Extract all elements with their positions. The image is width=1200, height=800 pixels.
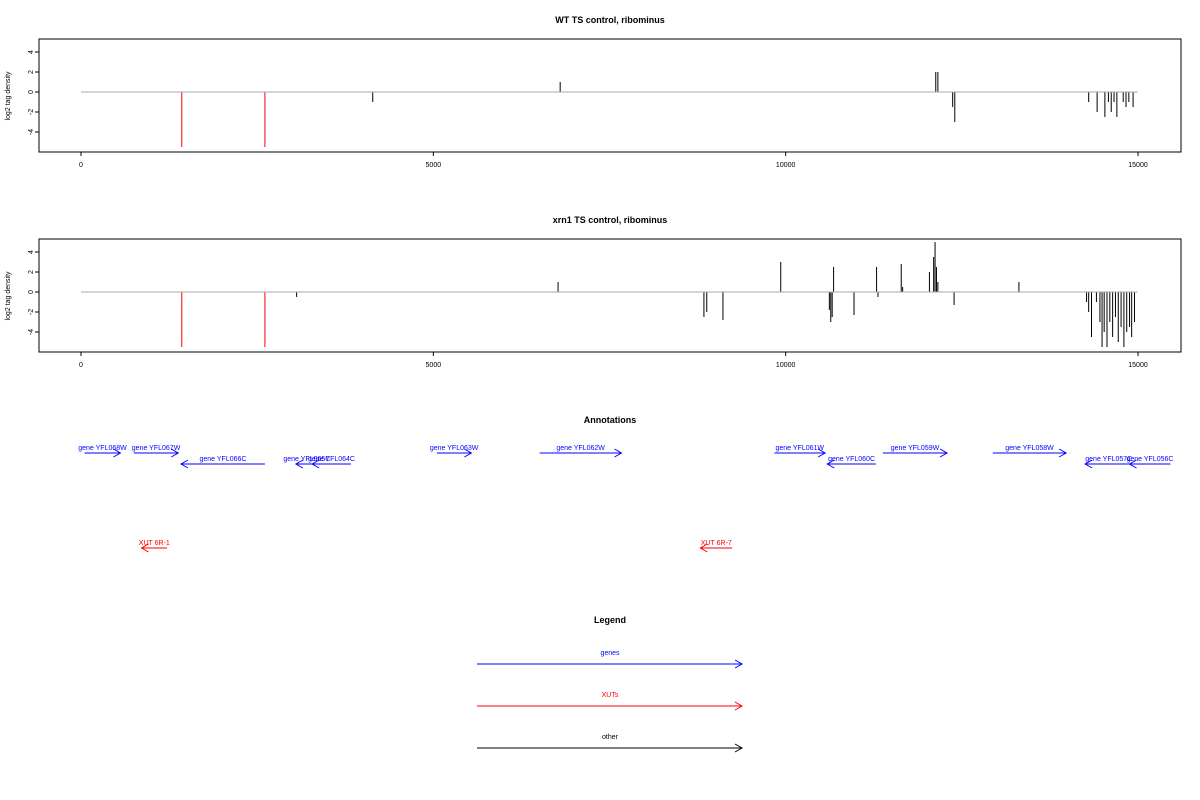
gene-label: gene YFL059W xyxy=(891,445,940,452)
gene-label: gene YFL066C xyxy=(200,456,247,463)
legend-arrow-other xyxy=(477,743,744,753)
legend-arrow-genes xyxy=(477,659,744,669)
wt-y-ticks: -4 -2 0 2 4 xyxy=(28,50,39,135)
annotations-panel: Annotations gene YFL068W gene YFL067Wgene… xyxy=(78,415,1173,553)
legend-label: genes xyxy=(600,650,620,657)
wt-y-tick-label: 4 xyxy=(28,50,35,54)
gene-label: gene YFL062W xyxy=(556,445,605,452)
xrn1-panel-title: xrn1 TS control, ribominus xyxy=(553,215,668,225)
gene-arrow xyxy=(539,448,623,458)
xrn1-y-ticks: -4 -2 0 2 4 xyxy=(28,250,39,335)
xrn1-x-tick-label: 15000 xyxy=(1128,362,1148,369)
xrn1-y-tick-label: -2 xyxy=(28,309,35,315)
xrn1-x-ticks: 0 5000 10000 15000 xyxy=(79,352,1148,369)
xut-label: XUT 6R-1 xyxy=(139,540,170,547)
legend-label: XUTs xyxy=(602,692,619,699)
wt-y-tick-label: -2 xyxy=(28,109,35,115)
xrn1-y-tick-label: 2 xyxy=(28,270,35,274)
wt-y-tick-label: 0 xyxy=(28,90,35,94)
annotations-title: Annotations xyxy=(584,415,637,425)
wt-bars xyxy=(181,72,1134,147)
gene-label: gene YFL061W xyxy=(776,445,825,452)
legend-arrow-xuts xyxy=(477,701,744,711)
gene-arrow xyxy=(84,448,122,458)
gene-label: gene YFL065C xyxy=(283,456,330,463)
gene-label: gene YFL064C xyxy=(308,456,355,463)
wt-y-tick-label: 2 xyxy=(28,70,35,74)
gene-arrow xyxy=(1084,459,1133,469)
wt-y-axis-label: log2 tag density xyxy=(5,71,12,121)
xrn1-y-tick-label: 0 xyxy=(28,290,35,294)
legend-items: genes XUTs other xyxy=(477,650,744,753)
legend-label: other xyxy=(602,734,619,741)
gene-arrow xyxy=(826,459,876,469)
gene-label: gene YFL058W xyxy=(1005,445,1054,452)
gene-label: gene YFL057C xyxy=(1085,456,1132,463)
wt-density-panel: WT TS control, ribominus log2 tag densit… xyxy=(5,15,1182,169)
xut-arrow xyxy=(699,543,733,553)
wt-plot-frame xyxy=(38,38,1182,153)
gene-arrows: gene YFL068W gene YFL067W gene YFL066C gene… xyxy=(78,445,1173,469)
gene-arrow xyxy=(882,448,949,458)
wt-x-tick-label: 15000 xyxy=(1128,162,1148,169)
gene-arrow xyxy=(133,448,180,458)
wt-panel-title: WT TS control, ribominus xyxy=(555,15,665,25)
wt-x-tick-label: 10000 xyxy=(776,162,796,169)
wt-y-tick-label: -4 xyxy=(28,129,35,135)
gene-label: gene YFL056C xyxy=(1126,456,1173,463)
xrn1-x-tick-label: 5000 xyxy=(426,362,442,369)
xrn1-x-tick-label: 10000 xyxy=(776,362,796,369)
xrn1-bars xyxy=(181,242,1135,347)
gene-arrow xyxy=(1128,459,1171,469)
wt-x-ticks: 0 5000 10000 15000 xyxy=(79,152,1148,169)
xrn1-y-tick-label: -4 xyxy=(28,329,35,335)
gene-arrow xyxy=(180,459,265,469)
gene-label: gene YFL060C xyxy=(828,456,875,463)
gene-arrow xyxy=(992,448,1068,458)
xrn1-plot-frame xyxy=(38,238,1182,353)
xrn1-y-tick-label: 4 xyxy=(28,250,35,254)
gene-label: gene YFL068W xyxy=(78,445,127,452)
xut-arrows: XUT 6R-1 XUT 6R-7 xyxy=(139,540,733,553)
legend-title: Legend xyxy=(594,615,626,625)
gene-arrow xyxy=(774,448,827,458)
legend: Legend genes XUTs other xyxy=(477,615,744,753)
gene-label: gene YFL063W xyxy=(430,445,479,452)
gene-arrow xyxy=(311,459,351,469)
xut-label: XUT 6R-7 xyxy=(701,540,732,547)
xrn1-x-tick-label: 0 xyxy=(79,362,83,369)
xrn1-density-panel: xrn1 TS control, ribominus log2 tag dens… xyxy=(5,215,1182,369)
xut-arrow xyxy=(140,543,167,553)
wt-x-tick-label: 5000 xyxy=(426,162,442,169)
gene-label: gene YFL067W xyxy=(132,445,181,452)
gene-arrow xyxy=(436,448,473,458)
xrn1-y-axis-label: log2 tag density xyxy=(5,271,12,321)
wt-x-tick-label: 0 xyxy=(79,162,83,169)
